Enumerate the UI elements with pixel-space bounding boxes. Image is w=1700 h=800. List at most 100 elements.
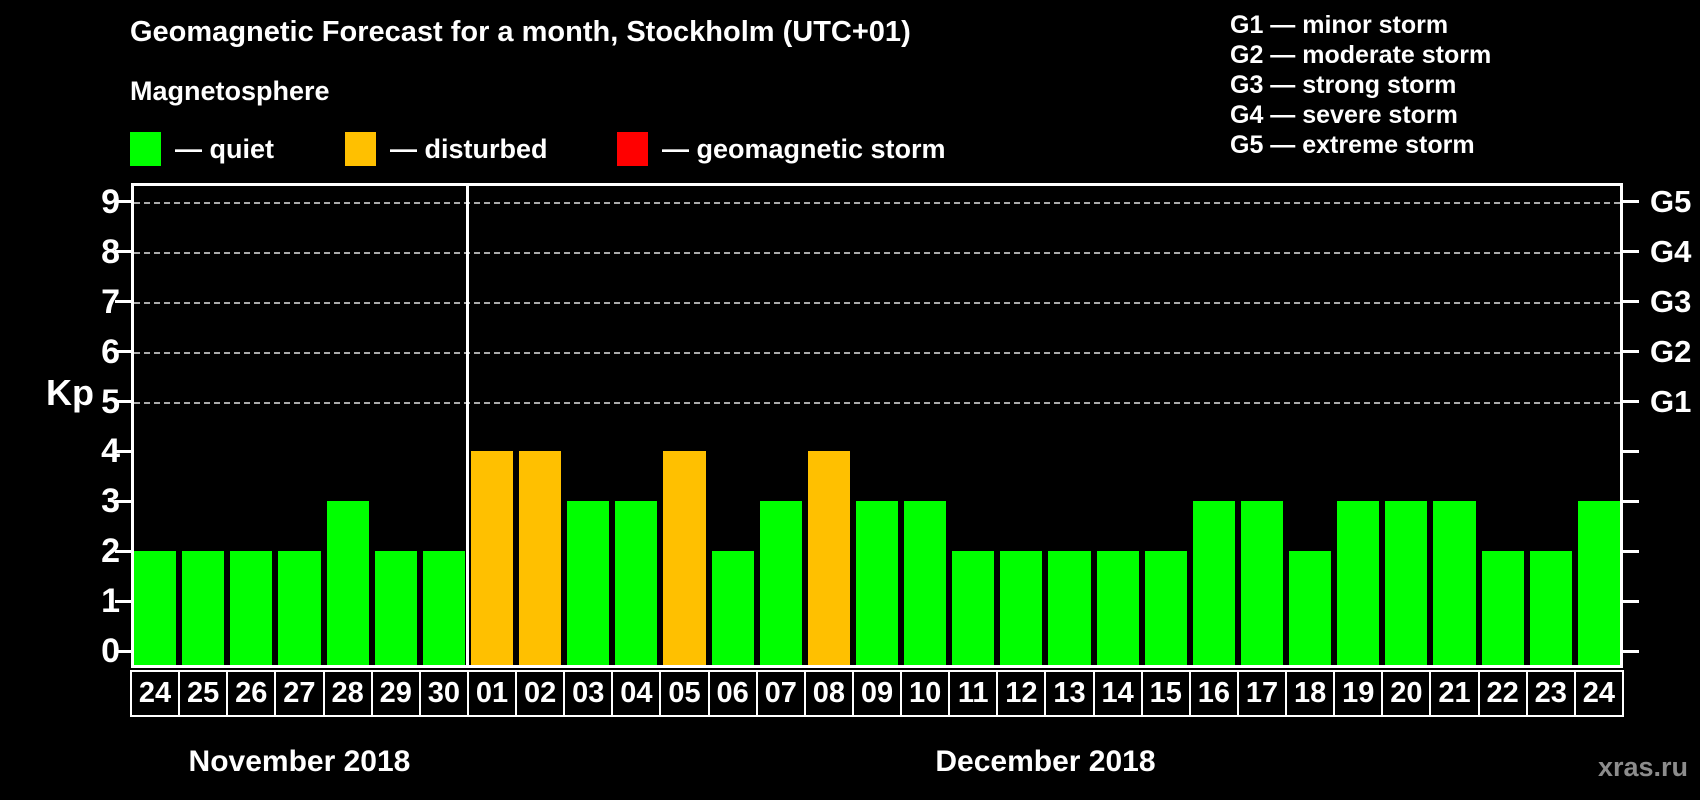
kp-bar [470,451,514,665]
legend-label: — quiet [175,133,274,164]
date-label-box: 02 [515,670,566,717]
kp-bar [230,551,273,665]
g-level-label-g4: G4 [1650,233,1692,269]
gridline-kp6 [134,351,1620,354]
kp-bar [1144,551,1187,665]
y-axis-tick [115,300,131,304]
page-title: Geomagnetic Forecast for a month, Stockh… [130,16,911,48]
date-label-box: 10 [900,670,951,717]
g-legend-line: G1 — minor storm [1230,11,1449,39]
date-label-box: 28 [322,670,373,717]
right-axis-tick [1623,200,1639,204]
y-axis-tick-label: 3 [101,482,120,521]
y-axis-tick-label: 0 [101,632,120,670]
date-label-box: 23 [1525,670,1576,717]
date-label-box: 21 [1429,670,1480,717]
date-label-box: 18 [1285,670,1336,717]
date-label-box: 24 [1573,670,1624,717]
kp-bar [1385,501,1428,665]
y-axis-tick-label: 6 [101,332,120,371]
date-label-box: 12 [996,670,1047,717]
kp-bar [615,501,658,665]
kp-bar [855,501,899,665]
date-label-box: 14 [1092,670,1143,717]
right-axis-tick [1623,400,1639,403]
magnetosphere-legend: — quiet — disturbed — geomagnetic storm [0,130,1700,172]
y-axis-tick [115,549,131,553]
y-axis-tick [115,250,131,254]
gridline-kp5 [134,401,1620,404]
date-label-box: 01 [466,670,518,717]
kp-bar [1000,551,1043,665]
y-axis-tick-label: 5 [101,382,120,421]
kp-bar [422,551,465,665]
date-label-box: 30 [418,670,469,717]
y-axis-tick-label: 2 [101,532,120,571]
date-label-box: 04 [611,670,662,717]
right-axis-tick [1623,300,1639,304]
g-level-label-g2: G2 [1650,333,1692,369]
chart-subtitle: Magnetosphere [130,76,330,106]
month-separator-line [466,183,470,668]
y-axis-tick [115,350,131,354]
date-label-box: 07 [755,670,806,717]
kp-bar [711,551,754,665]
y-axis-tick-label: 8 [101,232,120,271]
g-legend-line: G3 — strong storm [1230,71,1457,99]
month-label: December 2018 [935,745,1156,778]
g-level-label-g1: G1 [1650,383,1692,419]
kp-bar [1240,501,1284,665]
kp-bar [1577,501,1620,665]
date-label-box: 05 [659,670,710,717]
legend-swatch-storm [617,132,648,166]
kp-bar [1433,501,1476,665]
date-label-box: 15 [1140,670,1191,717]
right-axis-tick [1623,350,1639,354]
date-label-box: 09 [851,670,903,717]
date-label-box: 22 [1477,670,1528,717]
kp-bar [1096,551,1139,665]
right-axis-tick [1623,499,1639,503]
kp-bar [326,501,369,665]
date-label-box: 24 [130,670,181,717]
date-label-box: 06 [707,670,758,717]
watermark: xras.ru [1597,752,1688,782]
y-axis-tick-label: 9 [101,182,120,221]
kp-bar [134,551,177,665]
kp-axis-label: Kp [46,372,94,413]
y-axis-tick [115,649,131,653]
legend-item-storm: — geomagnetic storm [617,130,946,168]
kp-bar [567,501,610,665]
kp-bar [1048,551,1091,665]
y-axis-tick-label: 4 [101,432,120,471]
y-axis-tick [115,499,131,503]
kp-bar [807,451,850,665]
date-label-box: 11 [948,670,999,717]
gridline-kp9 [134,201,1620,204]
g-scale-legend: G1 — minor storm G2 — moderate storm G3 — … [1230,10,1491,160]
right-axis-tick [1623,549,1639,553]
month-label: November 2018 [188,745,411,778]
right-axis-tick [1623,599,1639,603]
y-axis-tick [115,400,131,403]
date-label-box: 03 [563,670,614,717]
g-legend-line: G4 — severe storm [1230,101,1458,129]
date-label-box: 16 [1188,670,1239,717]
kp-bar [952,551,995,665]
y-axis-tick-label: 7 [101,282,120,321]
kp-bar [759,501,802,665]
g-legend-line: G2 — moderate storm [1230,41,1492,69]
date-label-box: 20 [1381,670,1432,717]
legend-label: — geomagnetic storm [662,133,946,164]
kp-bar [278,551,321,665]
y-axis-tick-label: 1 [101,582,120,621]
kp-bar [1481,551,1524,665]
gridline-kp7 [134,301,1620,304]
kp-bar [1289,551,1332,665]
date-label-box: 19 [1333,670,1384,717]
legend-item-disturbed: — disturbed [345,130,548,168]
kp-bar [374,551,417,665]
date-label-box: 25 [178,670,229,717]
kp-bar [1192,501,1235,665]
date-label-box: 17 [1236,670,1288,717]
